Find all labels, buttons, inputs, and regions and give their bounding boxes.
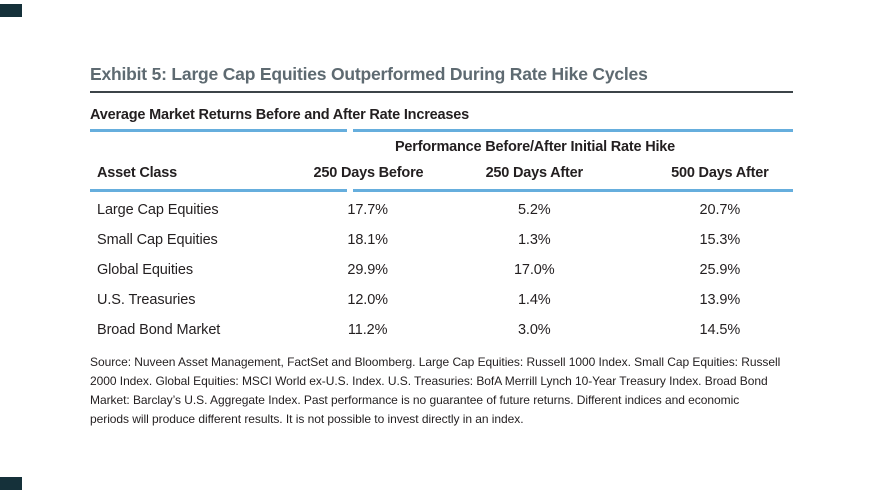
value-cell: 17.7% bbox=[347, 202, 388, 218]
table-group-header-row: Performance Before/After Initial Rate Hi… bbox=[90, 139, 793, 155]
page-corner-mark-bottom bbox=[0, 477, 22, 490]
source-note-line: Source: Nuveen Asset Management, FactSet… bbox=[90, 355, 781, 369]
asset-class-cell: U.S. Treasuries bbox=[97, 292, 196, 308]
asset-class-cell: Broad Bond Market bbox=[97, 322, 221, 338]
value-cell: 18.1% bbox=[347, 232, 388, 248]
source-note-line: 2000 Index. Global Equities: MSCI World … bbox=[90, 374, 768, 388]
column-header-asset-class: Asset Class bbox=[97, 165, 178, 181]
value-cell: 14.5% bbox=[699, 322, 741, 338]
table-row: U.S. Treasuries 12.0% 1.4% 13.9% bbox=[90, 285, 793, 315]
asset-class-cell: Large Cap Equities bbox=[97, 202, 219, 218]
table-row: Broad Bond Market 11.2% 3.0% 14.5% bbox=[90, 315, 793, 345]
column-header-250-days-before: 250 Days Before bbox=[313, 165, 424, 181]
asset-class-cell: Small Cap Equities bbox=[97, 232, 218, 248]
source-note: Source: Nuveen Asset Management, FactSet… bbox=[90, 353, 793, 429]
table-column-header-row: Asset Class 250 Days Before 250 Days Aft… bbox=[90, 165, 793, 182]
page-corner-mark-top bbox=[0, 4, 22, 17]
column-header-500-days-after: 500 Days After bbox=[671, 165, 769, 181]
value-cell: 13.9% bbox=[699, 292, 741, 308]
value-cell: 20.7% bbox=[699, 202, 741, 218]
subtitle-divider-rule bbox=[90, 129, 793, 132]
value-cell: 12.0% bbox=[347, 292, 388, 308]
column-header-250-days-after: 250 Days After bbox=[485, 165, 584, 181]
table-group-header: Performance Before/After Initial Rate Hi… bbox=[394, 139, 676, 155]
source-note-line: Market: Barclay’s U.S. Aggregate Index. … bbox=[90, 393, 740, 407]
value-cell: 1.4% bbox=[517, 292, 551, 308]
value-cell: 15.3% bbox=[699, 232, 741, 248]
value-cell: 5.2% bbox=[517, 202, 551, 218]
exhibit-title: Exhibit 5: Large Cap Equities Outperform… bbox=[90, 64, 793, 93]
exhibit-content: Exhibit 5: Large Cap Equities Outperform… bbox=[90, 64, 793, 429]
asset-class-cell: Global Equities bbox=[97, 262, 194, 278]
value-cell: 17.0% bbox=[513, 262, 555, 278]
value-cell: 1.3% bbox=[517, 232, 551, 248]
value-cell: 11.2% bbox=[347, 322, 388, 338]
source-note-line: periods will produce different results. … bbox=[90, 412, 524, 426]
header-divider-rule bbox=[90, 189, 793, 192]
table-row: Small Cap Equities 18.1% 1.3% 15.3% bbox=[90, 225, 793, 255]
table-body: Large Cap Equities 17.7% 5.2% 20.7% Smal… bbox=[90, 195, 793, 345]
value-cell: 29.9% bbox=[347, 262, 388, 278]
value-cell: 3.0% bbox=[517, 322, 551, 338]
value-cell: 25.9% bbox=[699, 262, 741, 278]
exhibit-subtitle: Average Market Returns Before and After … bbox=[90, 107, 469, 123]
table-row: Large Cap Equities 17.7% 5.2% 20.7% bbox=[90, 195, 793, 225]
table-row: Global Equities 29.9% 17.0% 25.9% bbox=[90, 255, 793, 285]
